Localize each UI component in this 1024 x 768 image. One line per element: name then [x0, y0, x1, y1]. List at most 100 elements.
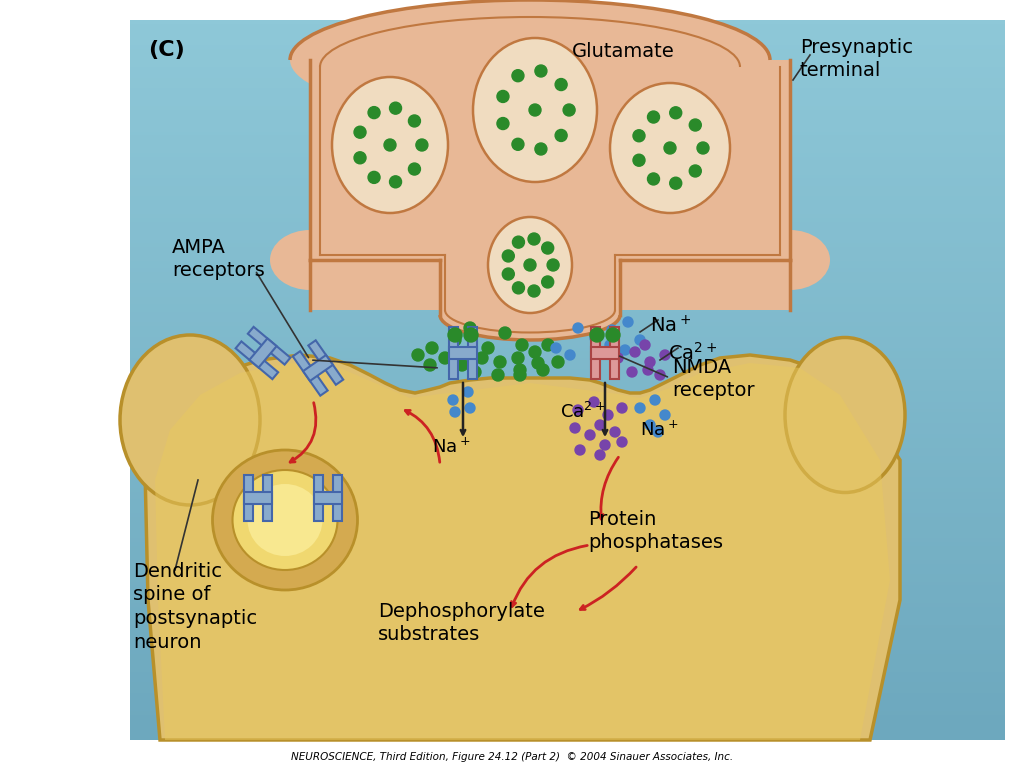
Text: Glutamate: Glutamate [572, 42, 675, 61]
Text: Dendritic
spine of
postsynaptic
neuron: Dendritic spine of postsynaptic neuron [133, 562, 257, 651]
Circle shape [456, 359, 468, 371]
Polygon shape [155, 363, 890, 740]
Circle shape [570, 423, 580, 433]
Circle shape [424, 359, 436, 371]
Circle shape [450, 407, 460, 417]
Polygon shape [310, 60, 790, 260]
Text: Ca$^{2+}$: Ca$^{2+}$ [668, 342, 717, 364]
Polygon shape [333, 475, 342, 521]
Circle shape [512, 236, 524, 248]
Ellipse shape [270, 230, 350, 290]
Ellipse shape [290, 0, 770, 120]
Polygon shape [440, 260, 620, 315]
Polygon shape [308, 340, 343, 385]
Circle shape [416, 139, 428, 151]
Circle shape [565, 350, 575, 360]
Circle shape [368, 107, 380, 118]
Ellipse shape [610, 83, 730, 213]
Polygon shape [449, 327, 458, 379]
Polygon shape [293, 351, 328, 396]
Circle shape [494, 356, 506, 368]
Circle shape [469, 366, 481, 378]
Circle shape [590, 328, 604, 342]
Circle shape [354, 152, 366, 164]
Polygon shape [244, 475, 253, 521]
Ellipse shape [248, 484, 323, 556]
Circle shape [603, 410, 613, 420]
Polygon shape [591, 347, 618, 359]
Circle shape [528, 285, 540, 297]
Circle shape [660, 410, 670, 420]
Circle shape [670, 177, 682, 189]
Circle shape [354, 126, 366, 138]
Circle shape [610, 427, 620, 437]
Polygon shape [248, 327, 291, 365]
Ellipse shape [213, 450, 357, 590]
Polygon shape [303, 355, 333, 381]
Circle shape [514, 364, 526, 376]
Ellipse shape [750, 230, 830, 290]
Circle shape [655, 370, 665, 380]
Circle shape [535, 65, 547, 77]
Circle shape [664, 142, 676, 154]
Circle shape [660, 350, 670, 360]
Circle shape [575, 445, 585, 455]
Circle shape [524, 259, 536, 271]
Circle shape [409, 163, 421, 175]
Circle shape [590, 333, 600, 343]
Circle shape [551, 343, 561, 353]
Circle shape [645, 420, 655, 430]
Circle shape [535, 143, 547, 155]
Ellipse shape [120, 335, 260, 505]
Circle shape [573, 323, 583, 333]
Polygon shape [310, 260, 440, 310]
Circle shape [499, 327, 511, 339]
Circle shape [542, 276, 554, 288]
Text: Na$^+$: Na$^+$ [432, 437, 470, 456]
Text: Na$^+$: Na$^+$ [650, 315, 691, 336]
Polygon shape [449, 347, 477, 359]
Circle shape [635, 335, 645, 345]
Circle shape [605, 340, 615, 350]
Circle shape [497, 118, 509, 130]
Circle shape [542, 339, 554, 351]
Circle shape [689, 119, 701, 131]
Circle shape [563, 104, 575, 116]
Circle shape [689, 165, 701, 177]
Circle shape [464, 328, 478, 342]
Circle shape [633, 130, 645, 142]
Circle shape [412, 349, 424, 361]
Circle shape [630, 347, 640, 357]
Circle shape [537, 364, 549, 376]
Circle shape [643, 365, 653, 375]
Circle shape [528, 233, 540, 245]
Circle shape [600, 440, 610, 450]
Circle shape [512, 282, 524, 294]
Circle shape [645, 357, 655, 367]
Circle shape [697, 142, 709, 154]
Circle shape [573, 405, 583, 415]
Text: Ca$^{2+}$: Ca$^{2+}$ [560, 402, 605, 422]
Circle shape [547, 259, 559, 271]
Circle shape [464, 322, 476, 334]
Circle shape [449, 395, 458, 405]
Circle shape [585, 430, 595, 440]
Circle shape [389, 102, 401, 114]
Circle shape [449, 334, 461, 346]
Text: Na$^+$: Na$^+$ [640, 420, 678, 439]
Circle shape [476, 352, 488, 364]
Text: (C): (C) [148, 40, 184, 60]
Circle shape [368, 171, 380, 184]
Circle shape [529, 346, 541, 358]
Circle shape [607, 325, 617, 335]
Circle shape [463, 387, 473, 397]
Circle shape [512, 352, 524, 364]
Circle shape [492, 369, 504, 381]
Circle shape [606, 328, 620, 342]
Polygon shape [314, 475, 323, 521]
Circle shape [497, 91, 509, 102]
Circle shape [613, 353, 623, 363]
Circle shape [552, 356, 564, 368]
Ellipse shape [473, 38, 597, 182]
Circle shape [512, 70, 524, 81]
